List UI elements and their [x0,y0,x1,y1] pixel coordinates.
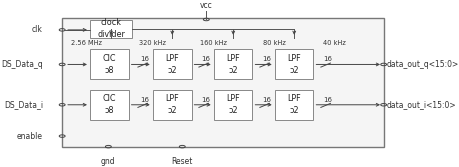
Text: LPF
ↄ2: LPF ↄ2 [286,94,300,115]
FancyBboxPatch shape [152,49,191,79]
Text: CIC
ↄ8: CIC ↄ8 [102,54,116,75]
Text: Reset: Reset [171,157,192,165]
FancyBboxPatch shape [213,49,252,79]
Text: 16: 16 [322,97,331,103]
Text: LPF
ↄ2: LPF ↄ2 [286,54,300,75]
Text: DS_Data_q: DS_Data_q [1,60,43,69]
Text: LPF
ↄ2: LPF ↄ2 [226,54,240,75]
FancyBboxPatch shape [213,90,252,120]
Text: 160 kHz: 160 kHz [200,40,227,46]
Text: 16: 16 [262,56,270,62]
Text: enable: enable [17,132,43,141]
Text: LPF
ↄ2: LPF ↄ2 [165,54,179,75]
Text: CIC
ↄ8: CIC ↄ8 [102,94,116,115]
FancyBboxPatch shape [90,49,129,79]
Text: 2.56 MHz: 2.56 MHz [71,40,101,46]
Text: LPF
ↄ2: LPF ↄ2 [165,94,179,115]
FancyBboxPatch shape [90,20,132,38]
Text: 16: 16 [140,56,149,62]
Text: data_out_q<15:0>: data_out_q<15:0> [386,60,458,69]
Text: vcc: vcc [200,2,212,11]
Text: 40 kHz: 40 kHz [323,40,346,46]
Text: DS_Data_i: DS_Data_i [4,100,43,109]
Text: LPF
ↄ2: LPF ↄ2 [226,94,240,115]
Text: 16: 16 [322,56,331,62]
FancyBboxPatch shape [274,90,313,120]
Text: 16: 16 [262,97,270,103]
FancyBboxPatch shape [274,49,313,79]
Text: 80 kHz: 80 kHz [263,40,285,46]
Text: gnd: gnd [101,157,115,165]
Text: 320 kHz: 320 kHz [139,40,166,46]
Text: 16: 16 [201,97,210,103]
Text: data_out_i<15:0>: data_out_i<15:0> [386,100,455,109]
FancyBboxPatch shape [90,90,129,120]
FancyBboxPatch shape [152,90,191,120]
Text: 16: 16 [201,56,210,62]
Text: clock
divider: clock divider [97,18,125,39]
Text: 16: 16 [140,97,149,103]
FancyBboxPatch shape [62,18,383,147]
Text: clk: clk [32,25,43,34]
